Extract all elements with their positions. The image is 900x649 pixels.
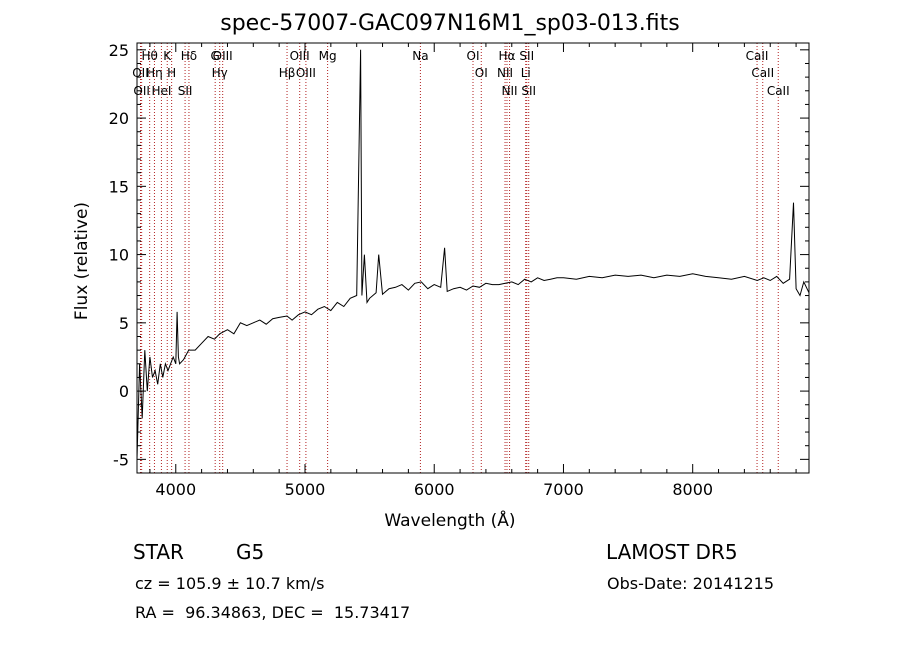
line-marker-label: CaII bbox=[746, 49, 769, 63]
x-tick-label: 8000 bbox=[672, 480, 713, 499]
line-marker-label: H bbox=[167, 66, 176, 80]
line-marker-label: NII bbox=[497, 66, 513, 80]
line-marker-label: SII bbox=[521, 84, 536, 98]
y-tick-label: 5 bbox=[119, 314, 129, 333]
object-class: STAR bbox=[133, 540, 184, 564]
spectrum-line bbox=[136, 49, 810, 460]
object-subclass: G5 bbox=[236, 540, 265, 564]
line-marker-label: OIII bbox=[296, 66, 316, 80]
line-marker-label: Li bbox=[521, 66, 531, 80]
y-tick-label: 25 bbox=[109, 41, 129, 60]
line-marker-group bbox=[139, 43, 779, 473]
y-tick-label: 10 bbox=[109, 246, 129, 265]
x-tick-label: 5000 bbox=[285, 480, 326, 499]
ra-dec-coordinates: RA = 96.34863, DEC = 15.73417 bbox=[135, 603, 411, 622]
line-marker-label: OIII bbox=[213, 49, 233, 63]
line-marker-label: OIII bbox=[290, 49, 310, 63]
line-marker-label: HeI bbox=[151, 84, 171, 98]
line-marker-label: OII bbox=[133, 84, 150, 98]
line-marker-label: SII bbox=[519, 49, 534, 63]
y-tick-label: -5 bbox=[113, 450, 129, 469]
line-marker-label: K bbox=[163, 49, 172, 63]
line-marker-label: Hη bbox=[146, 66, 163, 80]
y-axis-label: Flux (relative) bbox=[72, 201, 92, 321]
line-marker-label: CaII bbox=[767, 84, 790, 98]
line-marker-label: Hδ bbox=[181, 49, 197, 63]
y-tick-label: 15 bbox=[109, 177, 129, 196]
x-tick-label: 7000 bbox=[543, 480, 584, 499]
chart-title: spec-57007-GAC097N16M1_sp03-013.fits bbox=[220, 11, 680, 36]
axes: 4000 5000 6000 7000 8000 -5 0 5 10 15 20 25 bbox=[109, 41, 810, 499]
line-marker-label: CaII bbox=[751, 66, 774, 80]
line-marker-label: Hγ bbox=[212, 66, 228, 80]
survey-name: LAMOST DR5 bbox=[606, 540, 738, 564]
line-marker-label: OI bbox=[475, 66, 488, 80]
line-marker-label: Hθ bbox=[141, 49, 157, 63]
line-marker-label: Mg bbox=[319, 49, 337, 63]
y-tick-label: 20 bbox=[109, 109, 129, 128]
x-tick-label: 6000 bbox=[414, 480, 455, 499]
line-marker-label: OII bbox=[132, 66, 149, 80]
line-marker-label: SII bbox=[178, 84, 193, 98]
x-tick-label: 4000 bbox=[155, 480, 196, 499]
line-marker-label: Hα bbox=[499, 49, 516, 63]
line-marker-label: Na bbox=[412, 49, 428, 63]
x-axis-label: Wavelength (Å) bbox=[384, 511, 516, 531]
line-marker-label: G bbox=[211, 49, 220, 63]
y-tick-label: 0 bbox=[119, 382, 129, 401]
line-marker-label: OI bbox=[467, 49, 480, 63]
line-marker-label: Hβ bbox=[279, 66, 296, 80]
observation-date: Obs-Date: 20141215 bbox=[607, 574, 775, 593]
plot-frame bbox=[136, 42, 810, 474]
redshift-velocity: cz = 105.9 ± 10.7 km/s bbox=[135, 574, 325, 593]
line-marker-label: NII bbox=[502, 84, 518, 98]
